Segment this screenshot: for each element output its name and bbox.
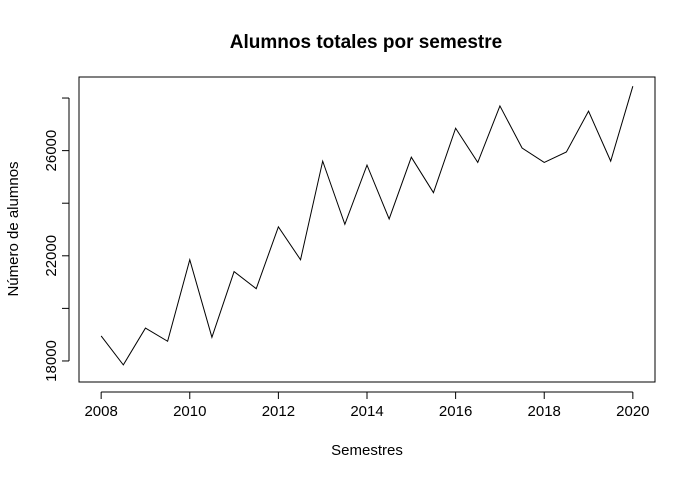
y-tick-label: 26000 xyxy=(43,130,60,172)
y-axis: 18000 22000 26000 xyxy=(43,97,70,382)
y-axis-label: Número de alumnos xyxy=(5,161,22,296)
x-axis-label: Semestres xyxy=(331,442,403,459)
x-tick-label: 2014 xyxy=(350,403,383,420)
x-axis: 2008 2010 2012 2014 2016 2018 2020 xyxy=(84,391,650,420)
x-tick-label: 2018 xyxy=(528,403,561,420)
chart-title: Alumnos totales por semestre xyxy=(230,32,502,53)
y-tick-label: 22000 xyxy=(43,235,60,277)
plot-area xyxy=(100,86,634,366)
x-tick-label: 2016 xyxy=(439,403,472,420)
x-tick-label: 2010 xyxy=(173,403,206,420)
x-tick-label: 2008 xyxy=(84,403,117,420)
series-line xyxy=(100,86,634,366)
x-tick-label: 2020 xyxy=(616,403,649,420)
x-tick-label: 2012 xyxy=(262,403,295,420)
y-tick-label: 18000 xyxy=(43,340,60,382)
plot-frame xyxy=(78,76,656,383)
